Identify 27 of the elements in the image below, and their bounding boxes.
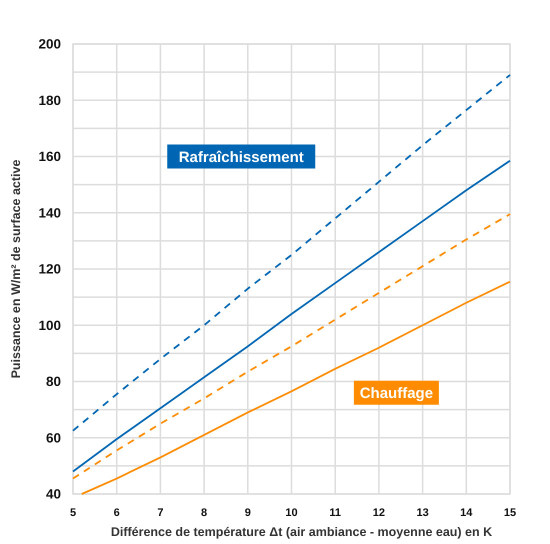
x-tick-label: 10 — [285, 507, 298, 519]
x-tick-label: 9 — [244, 507, 251, 519]
y-tick-label: 160 — [38, 149, 61, 164]
y-tick-label: 140 — [38, 205, 61, 220]
x-tick-label: 8 — [201, 507, 208, 519]
y-tick-label: 200 — [38, 36, 61, 52]
y-tick-label: 80 — [46, 374, 61, 390]
x-tick-label: 12 — [372, 507, 386, 519]
x-tick-label: 6 — [114, 507, 120, 519]
x-tick-label: 13 — [416, 507, 429, 519]
line-series — [80, 280, 511, 495]
y-tick-label: 60 — [46, 430, 61, 446]
y-tick-label: 120 — [38, 262, 61, 277]
x-axis-title: Différence de température Δt (air ambiance - moyenne eau) en K — [110, 525, 492, 539]
y-tick-label: 40 — [46, 486, 61, 502]
annotation: Chauffage — [360, 385, 434, 402]
y-tick-label: 100 — [38, 318, 61, 333]
x-tick-label: 5 — [70, 507, 76, 519]
x-tick-label: 11 — [329, 507, 342, 519]
y-tick-label: 180 — [38, 92, 61, 108]
x-tick-label: 7 — [157, 507, 164, 519]
x-tick-label: 15 — [504, 507, 516, 519]
annotation: Rafraîchissement — [178, 148, 304, 166]
x-tick-label: 14 — [460, 507, 474, 519]
line-series — [72, 74, 511, 432]
y-axis-title: Puissance en W/m² de surface active — [9, 160, 23, 378]
line-series — [72, 213, 511, 480]
